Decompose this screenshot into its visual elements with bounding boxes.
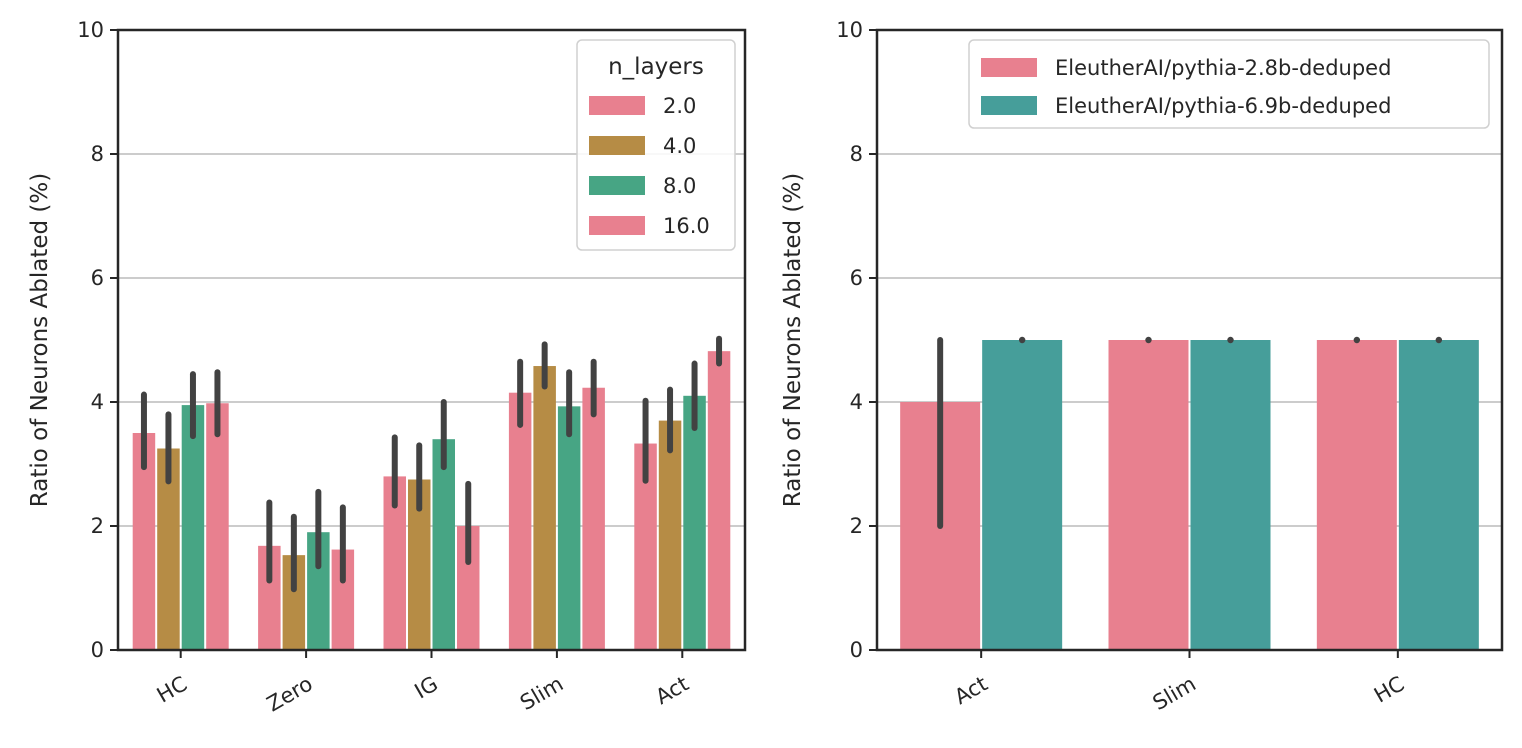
errorbar-act-1 <box>1018 336 1026 344</box>
legend-swatch <box>981 96 1037 115</box>
bar-act-1 <box>658 420 682 650</box>
y-axis-label: Ratio of Neurons Ablated (%) <box>27 173 53 507</box>
bar-hc-1 <box>157 448 180 650</box>
errorbar-slim-1 <box>1227 336 1234 344</box>
bar-ig-3 <box>457 526 480 650</box>
x-tick-label-slim: Slim <box>1149 672 1200 716</box>
legend-box <box>576 39 736 251</box>
legend-entry: EleutherAI/pythia-6.9b-deduped <box>1055 94 1391 118</box>
errorbar-hc-1 <box>1435 336 1443 344</box>
y-tick-label: 0 <box>850 638 863 662</box>
x-tick-label-hc: HC <box>153 672 191 708</box>
bar-ig-0 <box>383 476 406 650</box>
bar-act-2 <box>683 395 706 650</box>
legend: n_layers 2.0 4.0 8.0 16.0 <box>576 39 736 251</box>
y-tick-label: 10 <box>77 18 104 42</box>
x-tick-label-act: Act <box>652 672 693 710</box>
y-tick-label: 4 <box>850 390 863 414</box>
bar-act-1 <box>982 340 1063 650</box>
legend-swatch <box>589 96 645 115</box>
bar-act-3 <box>707 351 731 650</box>
bar-slim-2 <box>557 406 581 650</box>
bar-slim-3 <box>582 387 605 650</box>
chart-left: 0 2 4 6 8 10 HC Zero IG Slim Act Ratio of Neurons A… <box>27 18 747 717</box>
bar-ig-1 <box>408 479 431 650</box>
legend-entry: 16.0 <box>663 214 710 238</box>
bar-ig-2 <box>432 439 455 650</box>
y-tick-label: 2 <box>91 514 104 538</box>
y-tick-label: 6 <box>91 266 104 290</box>
bar-zero-1 <box>282 555 306 650</box>
x-tick-label-hc: HC <box>1370 672 1408 708</box>
x-tick-label-act: Act <box>950 672 991 710</box>
y-tick-label: 2 <box>850 514 863 538</box>
chart-right: 0 2 4 6 8 10 Act Slim HC Ratio of Neurons Ablated… <box>780 18 1504 716</box>
y-tick-label: 8 <box>91 142 104 166</box>
legend-title: n_layers <box>608 54 704 80</box>
y-tick-label: 4 <box>91 390 104 414</box>
bar-zero-2 <box>307 532 330 650</box>
bar-zero-3 <box>331 549 355 650</box>
errorbar-slim-0 <box>1145 336 1152 344</box>
bar-hc-3 <box>206 403 229 650</box>
x-tick-label-ig: IG <box>411 672 442 704</box>
bar-hc-0 <box>1316 340 1397 650</box>
bar-slim-1 <box>1190 340 1271 650</box>
bar-slim-1 <box>533 366 556 650</box>
y-tick-label: 10 <box>836 18 863 42</box>
legend-swatch <box>981 58 1037 77</box>
bar-hc-2 <box>181 405 205 650</box>
x-tick-label-zero: Zero <box>263 672 317 717</box>
legend-entry: EleutherAI/pythia-2.8b-deduped <box>1055 56 1391 80</box>
bar-hc-0 <box>132 433 156 650</box>
bar-act-0 <box>634 443 657 650</box>
x-tick-label-slim: Slim <box>516 672 567 716</box>
legend-entry: 2.0 <box>663 94 696 118</box>
bar-zero-0 <box>258 545 281 650</box>
legend-swatch <box>589 216 645 235</box>
y-tick-label: 8 <box>850 142 863 166</box>
y-tick-label: 6 <box>850 266 863 290</box>
legend-box <box>968 39 1490 129</box>
bar-slim-0 <box>1108 340 1189 650</box>
legend-swatch <box>589 176 645 195</box>
bar-hc-1 <box>1398 340 1479 650</box>
y-tick-label: 0 <box>91 638 104 662</box>
errorbar-hc-0 <box>1353 336 1361 344</box>
bar-slim-0 <box>508 392 532 650</box>
legend-entry: 4.0 <box>663 134 696 158</box>
legend-entry: 8.0 <box>663 174 696 198</box>
legend: EleutherAI/pythia-2.8b-deduped EleutherAI… <box>968 39 1490 129</box>
legend-swatch <box>589 136 645 155</box>
y-axis-label: Ratio of Neurons Ablated (%) <box>780 173 806 507</box>
